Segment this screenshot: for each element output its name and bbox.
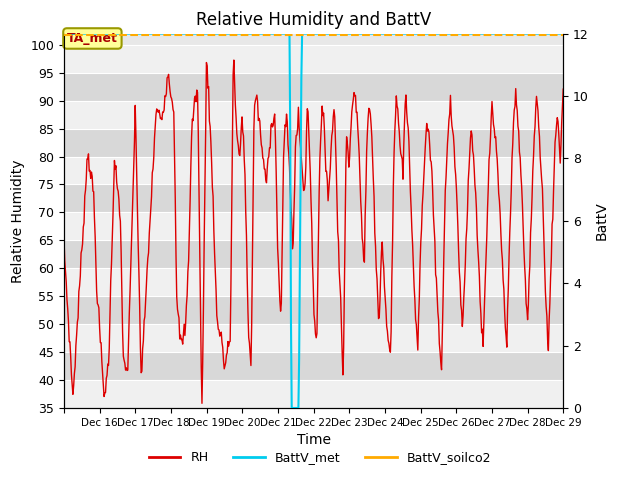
Y-axis label: Relative Humidity: Relative Humidity [11,159,25,283]
Bar [64,240,563,268]
Bar [64,213,563,240]
Bar [64,156,563,184]
Bar [64,380,563,408]
Bar [64,72,563,101]
Y-axis label: BattV: BattV [595,202,609,240]
Bar [64,268,563,296]
Bar [64,296,563,324]
Bar [64,324,563,352]
X-axis label: Time: Time [296,433,331,447]
Legend: RH, BattV_met, BattV_soilco2: RH, BattV_met, BattV_soilco2 [144,446,496,469]
Bar [64,184,563,213]
Bar [64,129,563,156]
Bar [64,101,563,129]
Title: Relative Humidity and BattV: Relative Humidity and BattV [196,11,431,29]
Bar [64,45,563,72]
Text: TA_met: TA_met [67,32,118,45]
Bar [64,352,563,380]
